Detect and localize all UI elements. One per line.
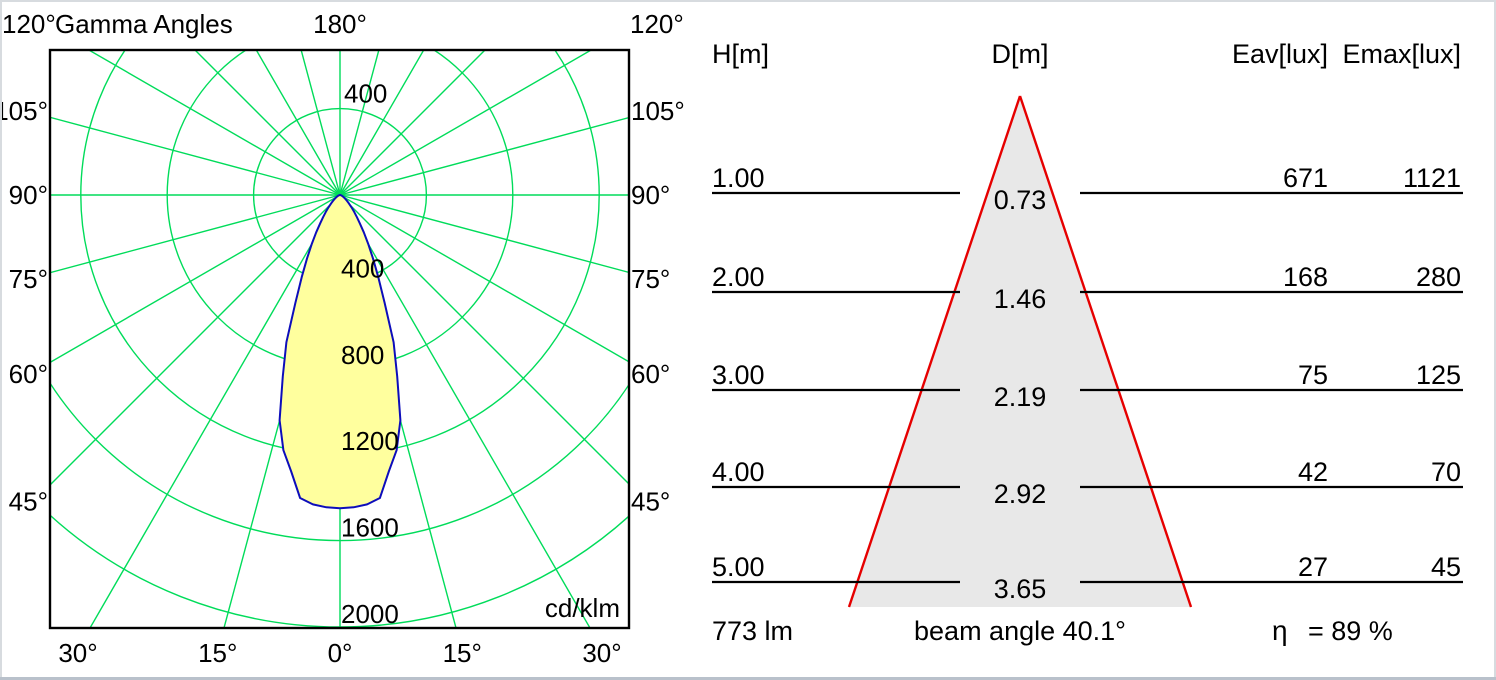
- gamma-label-bottom: 30°: [582, 638, 621, 668]
- gamma-label-right: 90°: [631, 180, 670, 210]
- unit-label: cd/klm: [545, 593, 620, 623]
- col-header-h: H[m]: [712, 39, 769, 69]
- gamma-grid-line: [339, 50, 593, 196]
- height-value: 5.00: [712, 552, 765, 582]
- diameter-value: 0.73: [994, 185, 1047, 215]
- gamma-grid-line: [50, 116, 341, 196]
- gamma-label-left: 45°: [9, 486, 48, 516]
- gamma-grid-line: [339, 194, 629, 485]
- table-row: 3.00 2.19 75 125: [712, 360, 1463, 412]
- emax-value: 45: [1431, 552, 1461, 582]
- gamma-label-bottom: 15°: [198, 638, 237, 668]
- eav-value: 75: [1298, 360, 1328, 390]
- light-cone-fill: [849, 96, 1191, 607]
- plot-border: [48, 48, 631, 630]
- height-value: 1.00: [712, 163, 765, 193]
- gamma-grid-line: [300, 50, 341, 196]
- gamma-grid-line: [50, 194, 341, 274]
- ring-label: 1600: [341, 513, 399, 543]
- window-edge-left: [0, 0, 2, 680]
- cone-edge-right: [1018, 95, 1193, 608]
- gamma-label-right: 60°: [631, 359, 670, 389]
- emax-value: 1121: [1403, 163, 1461, 193]
- emax-value: 125: [1416, 360, 1461, 390]
- ring-label: 400: [341, 253, 384, 283]
- beam-angle: beam angle 40.1°: [914, 616, 1126, 646]
- window-edge-top: [0, 0, 1496, 2]
- cone-edge-left: [847, 95, 1022, 608]
- gamma-grid-line: [339, 50, 380, 196]
- height-value: 4.00: [712, 457, 765, 487]
- eav-value: 42: [1298, 457, 1328, 487]
- ring-label: 1200: [341, 426, 399, 456]
- gamma-label-right: 105°: [631, 96, 685, 126]
- eav-value: 168: [1283, 262, 1328, 292]
- col-header-d: D[m]: [992, 39, 1049, 69]
- efficiency-value: = 89 %: [1308, 616, 1393, 646]
- gamma-grid-line: [50, 194, 341, 364]
- gamma-grid-line: [339, 194, 629, 363]
- gamma-label-right: 75°: [631, 264, 670, 294]
- eav-value: 671: [1283, 163, 1328, 193]
- intensity-ring: [50, 381, 629, 542]
- corner-angle-label: 120°: [630, 9, 684, 39]
- gamma-label-right: 45°: [631, 486, 670, 516]
- window-edge-right: [1494, 0, 1496, 680]
- gamma-label-left: 75°: [9, 264, 48, 294]
- luminous-flux: 773 lm: [712, 616, 793, 646]
- gamma-label-bottom: 30°: [58, 638, 97, 668]
- gamma-label-bottom: 0°: [328, 638, 353, 668]
- gamma-grid-line: [339, 194, 629, 274]
- table-row: 2.00 1.46 168 280: [712, 262, 1463, 314]
- diameter-value: 3.65: [994, 574, 1047, 604]
- ring-label: 800: [341, 340, 384, 370]
- gamma-label-left: 90°: [9, 180, 48, 210]
- gamma-grid-line: [194, 50, 341, 196]
- emax-value: 280: [1416, 262, 1461, 292]
- gamma-grid-line: [50, 194, 341, 486]
- table-row: 5.00 3.65 27 45: [712, 552, 1463, 604]
- table-row: 1.00 0.73 671 1121: [712, 163, 1463, 215]
- eav-value: 27: [1298, 552, 1328, 582]
- gamma-grid-line: [339, 116, 629, 196]
- emax-value: 70: [1431, 457, 1461, 487]
- beam-curve: [278, 194, 402, 510]
- height-value: 2.00: [712, 262, 765, 292]
- gamma-grid-line: [89, 194, 341, 628]
- height-value: 3.00: [712, 360, 765, 390]
- diameter-value: 2.92: [994, 479, 1047, 509]
- top-angle-label: 180°: [313, 9, 367, 39]
- cone-diagram-table: H[m] D[m] Eav[lux] Emax[lux] 1.00 0.73 671 1121…: [712, 39, 1463, 646]
- gamma-grid-line: [255, 50, 341, 196]
- diameter-value: 1.46: [994, 284, 1047, 314]
- corner-angle-label: 120°: [2, 9, 56, 39]
- chart-title: Gamma Angles: [55, 9, 233, 39]
- diameter-value: 2.19: [994, 382, 1047, 412]
- gamma-grid-line: [339, 50, 486, 196]
- efficiency-symbol: η: [1272, 615, 1288, 646]
- gamma-grid-line: [339, 50, 425, 196]
- table-row: 4.00 2.92 42 70: [712, 457, 1463, 509]
- gamma-grid-line: [87, 50, 341, 196]
- gamma-label-bottom: 15°: [443, 638, 482, 668]
- col-header-eav: Eav[lux]: [1232, 39, 1328, 69]
- gamma-label-left: 60°: [9, 359, 48, 389]
- col-header-emax: Emax[lux]: [1342, 39, 1461, 69]
- window-edge-bottom: [0, 677, 1496, 680]
- gamma-grid-line: [339, 194, 591, 628]
- ring-label: 2000: [341, 599, 399, 629]
- gamma-label-left: 105°: [0, 96, 48, 126]
- ring-label-top: 400: [344, 79, 387, 109]
